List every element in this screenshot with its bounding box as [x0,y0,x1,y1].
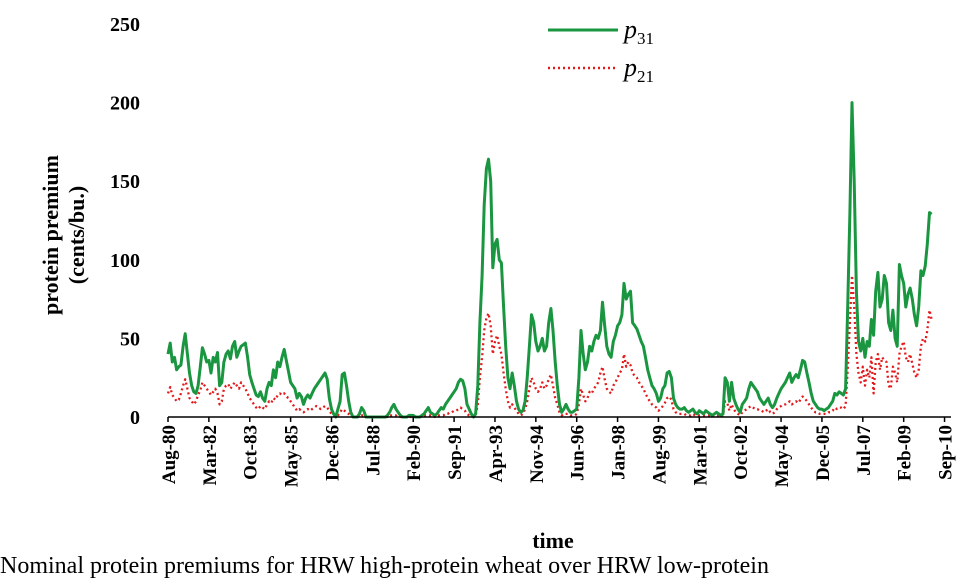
series-line-p31 [166,101,933,419]
x-tick-label: Dec-86 [322,425,343,481]
x-tick-label: Jul-88 [363,425,384,476]
x-tick-label: Feb-90 [404,425,425,481]
x-tick-label: Oct-83 [241,425,262,480]
x-tick-label: Aug-99 [649,425,670,484]
x-tick-label: Dec-05 [813,425,834,481]
y-axis-title-line-2: (cents/bu.) [64,186,89,284]
x-tick-label: Oct-02 [731,425,752,480]
y-tick-label: 200 [110,93,140,115]
x-tick-label: Aug-80 [159,425,180,484]
x-tick-label: Apr-93 [486,425,507,482]
x-tick-label: Jun-96 [568,425,589,481]
y-tick-label: 0 [130,407,140,429]
x-tick-label: Jan-98 [609,425,630,480]
x-axis-title: time [532,528,574,553]
legend: p31 p21 [548,15,654,86]
y-tick-label: 50 [120,328,140,350]
legend-label-p31: p31 [622,15,654,48]
x-tick-label: May-04 [772,425,793,488]
x-tick-label: May-85 [282,425,303,487]
x-tick-label: Mar-82 [200,425,221,486]
series-line-p21 [166,274,933,419]
y-tick-label: 100 [110,250,140,272]
series-group [166,101,933,419]
x-tick-label: Jul-07 [854,425,875,476]
x-tick-label: Nov-94 [527,425,548,484]
y-tick-label: 150 [110,171,140,193]
y-tick-label: 250 [110,14,140,36]
legend-label-p21: p21 [622,53,654,86]
line-chart: 0 50 100 150 200 250 Aug-80 Mar-82 Oct-83 May-85… [38,14,957,553]
x-tick-label: Mar-01 [690,425,711,486]
x-tick-label: Feb-09 [895,425,916,481]
x-axis-ticks: Aug-80 Mar-82 Oct-83 May-85 Dec-86 Jul-88 Feb-… [159,417,957,487]
y-axis-ticks: 0 50 100 150 200 250 [110,14,140,429]
y-axis-title-line-1: protein premium [38,155,63,315]
x-tick-label: Sep-10 [936,425,957,480]
figure-caption: Nominal protein premiums for HRW high-pr… [0,553,769,579]
x-tick-label: Sep-91 [445,425,466,480]
